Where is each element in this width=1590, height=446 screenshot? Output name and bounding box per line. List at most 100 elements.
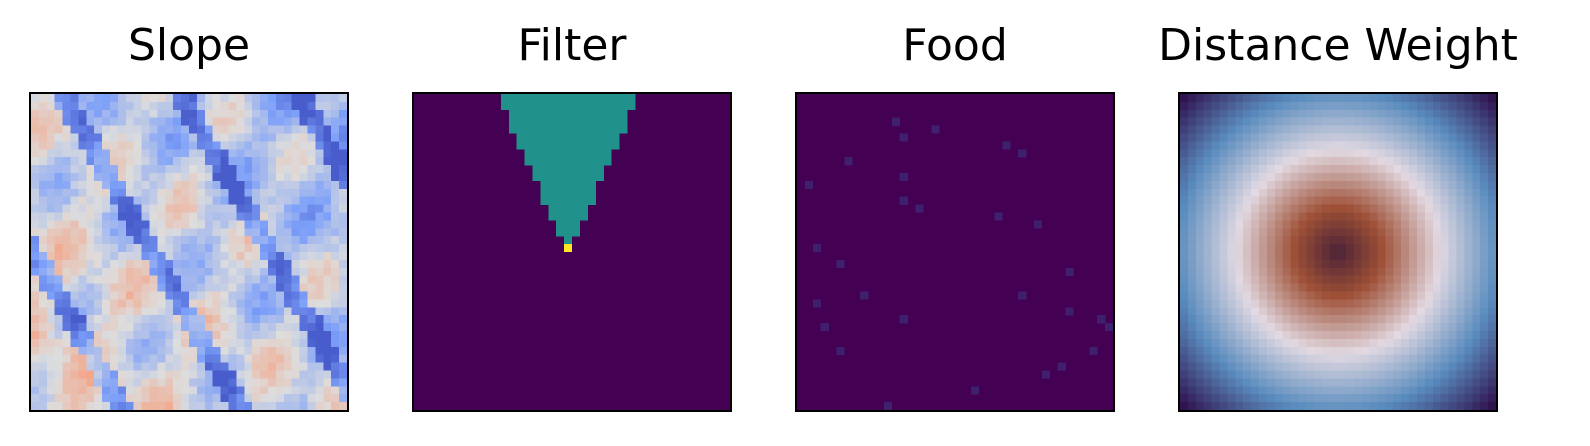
distance-weight-cell [1203, 157, 1212, 166]
slope-cell [189, 346, 198, 355]
slope-cell [323, 394, 332, 403]
slope-cell [173, 299, 182, 308]
slope-cell [236, 252, 245, 261]
slope-cell [117, 101, 126, 110]
filter-cone-cell [572, 173, 581, 182]
distance-weight-cell [1338, 346, 1347, 355]
distance-weight-cell [1187, 228, 1196, 237]
distance-weight-cell [1227, 165, 1236, 174]
filter-cone-cell [556, 220, 565, 229]
slope-cell [181, 117, 190, 126]
distance-weight-cell [1243, 173, 1252, 182]
distance-weight-cell [1274, 331, 1283, 340]
distance-weight-cell [1243, 402, 1252, 410]
slope-cell [181, 283, 190, 292]
slope-cell [228, 94, 237, 103]
distance-weight-cell [1211, 212, 1220, 221]
slope-cell [149, 109, 158, 118]
filter-cone-cell [587, 141, 596, 150]
filter-cone-cell [564, 188, 573, 197]
distance-weight-cell [1274, 378, 1283, 387]
slope-cell [196, 109, 205, 118]
filter-cone-cell [564, 165, 573, 174]
slope-cell [291, 149, 300, 158]
distance-weight-cell [1472, 283, 1481, 292]
distance-weight-cell [1235, 394, 1244, 403]
slope-cell [339, 394, 347, 403]
distance-weight-cell [1409, 338, 1418, 347]
distance-weight-cell [1393, 323, 1402, 332]
distance-weight-cell [1180, 394, 1189, 403]
distance-weight-cell [1361, 291, 1370, 300]
distance-weight-cell [1211, 323, 1220, 332]
distance-weight-cell [1409, 402, 1418, 410]
slope-cell [141, 133, 150, 142]
slope-cell [252, 307, 261, 316]
slope-cell [315, 173, 324, 182]
filter-cone-cell [587, 180, 596, 189]
distance-weight-cell [1456, 165, 1465, 174]
distance-weight-cell [1417, 259, 1426, 268]
slope-cell [157, 370, 166, 379]
distance-weight-cell [1385, 133, 1394, 142]
distance-weight-cell [1314, 188, 1323, 197]
distance-weight-cell [1187, 204, 1196, 213]
distance-weight-cell [1417, 394, 1426, 403]
slope-cell [252, 259, 261, 268]
distance-weight-cell [1314, 346, 1323, 355]
slope-cell [46, 315, 55, 324]
slope-cell [62, 244, 71, 253]
slope-cell [46, 109, 55, 118]
slope-cell [117, 354, 126, 363]
distance-weight-cell [1401, 291, 1410, 300]
slope-cell [149, 125, 158, 134]
slope-cell [220, 291, 229, 300]
distance-weight-cell [1464, 188, 1473, 197]
filter-cone-cell [587, 157, 596, 166]
distance-weight-cell [1417, 346, 1426, 355]
distance-weight-cell [1298, 117, 1307, 126]
distance-weight-cell [1456, 259, 1465, 268]
distance-weight-cell [1353, 370, 1362, 379]
filter-cone-cell [611, 117, 620, 126]
slope-cell [31, 323, 40, 332]
slope-cell [275, 204, 284, 213]
distance-weight-cell [1243, 354, 1252, 363]
slope-cell [228, 212, 237, 221]
filter-cone-cell [587, 109, 596, 118]
slope-cell [299, 259, 308, 268]
slope-cell [31, 402, 40, 410]
slope-cell [157, 338, 166, 347]
filter-cone-cell [524, 117, 533, 126]
slope-cell [252, 180, 261, 189]
slope-cell [212, 133, 221, 142]
distance-weight-cell [1195, 196, 1204, 205]
slope-cell [236, 157, 245, 166]
slope-cell [110, 109, 119, 118]
slope-cell [331, 173, 340, 182]
filter-cone-cell [579, 101, 588, 110]
slope-cell [299, 244, 308, 253]
slope-cell [102, 244, 111, 253]
slope-cell [189, 402, 198, 410]
slope-cell [149, 196, 158, 205]
distance-weight-cell [1180, 204, 1189, 213]
slope-cell [117, 204, 126, 213]
slope-cell [196, 101, 205, 110]
slope-cell [315, 370, 324, 379]
distance-weight-cell [1266, 259, 1275, 268]
distance-weight-cell [1322, 283, 1331, 292]
slope-cell [228, 204, 237, 213]
slope-cell [117, 133, 126, 142]
slope-cell [228, 362, 237, 371]
distance-weight-cell [1369, 252, 1378, 261]
slope-cell [173, 101, 182, 110]
distance-weight-cell [1448, 149, 1457, 158]
distance-weight-cell [1417, 117, 1426, 126]
distance-weight-cell [1488, 244, 1496, 253]
filter-cone-cell [579, 141, 588, 150]
filter-cone-cell [540, 94, 549, 103]
slope-cell [94, 236, 103, 245]
slope-cell [204, 338, 213, 347]
slope-cell [110, 228, 119, 237]
